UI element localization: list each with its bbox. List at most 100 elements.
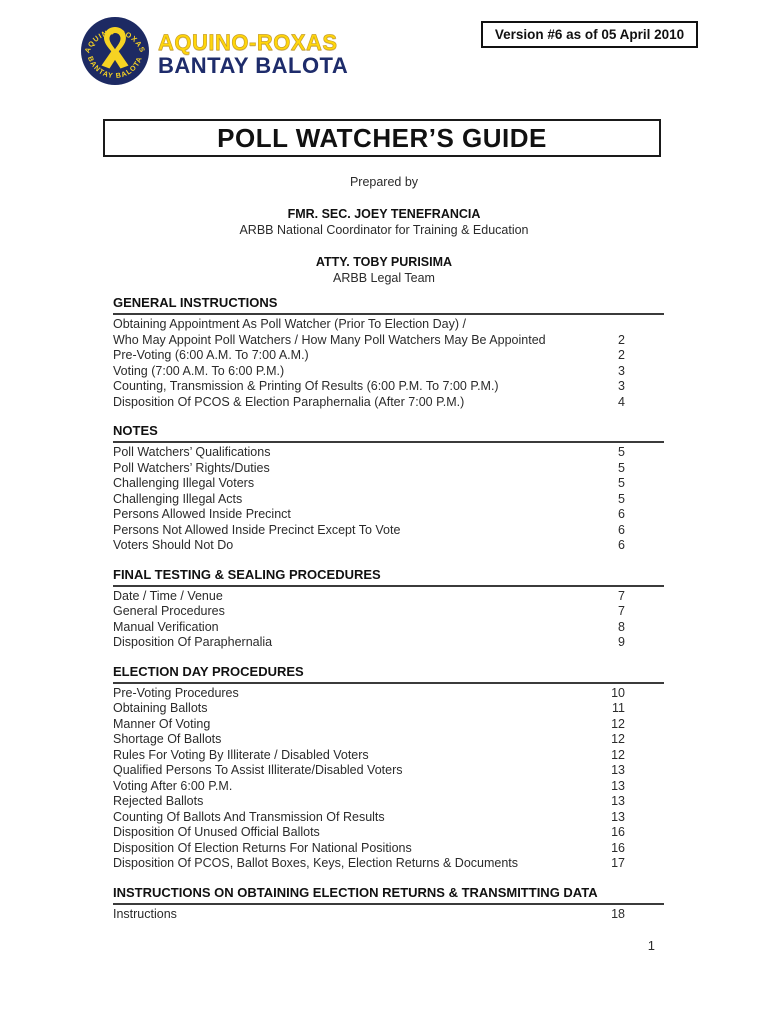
- toc-entry-page: 18: [611, 906, 625, 921]
- toc-entry-page: 6: [618, 507, 625, 521]
- prepared-by-label: Prepared by: [349, 175, 419, 189]
- toc-entry-label: General Procedures: [113, 604, 225, 618]
- toc-entry-page: 2: [618, 348, 625, 362]
- toc-entry-page: 7: [618, 588, 625, 603]
- toc-row: Obtaining Ballots 11: [113, 701, 664, 717]
- toc-entry-label: Pre-Voting Procedures: [113, 685, 239, 700]
- toc-entry-label: Disposition Of Unused Official Ballots: [113, 825, 320, 839]
- toc-entry-label: Instructions: [113, 906, 177, 921]
- toc-row: Poll Watchers’ Qualifications 5: [113, 445, 664, 461]
- toc-row: Disposition Of Unused Official Ballots 1…: [113, 825, 664, 841]
- version-box: Version #6 as of 05 April 2010: [481, 21, 698, 48]
- toc-entry-page: 12: [611, 747, 625, 762]
- toc-entry-label: Voters Should Not Do: [113, 538, 234, 552]
- toc-entry-page: 6: [618, 538, 625, 552]
- prepared-person: FMR. SEC. JOEY TENEFRANCIA ARBB National…: [0, 206, 768, 238]
- toc-row: Disposition Of PCOS & Election Paraphern…: [113, 395, 664, 411]
- toc-entry-page: 3: [618, 379, 625, 393]
- section-rule: [113, 313, 664, 315]
- section-rule: [113, 902, 664, 905]
- toc-entry-label: Disposition Of Paraphernalia: [113, 635, 273, 649]
- toc-row: Date / Time / Venue 7: [113, 589, 664, 605]
- toc-entry-page: 16: [611, 840, 625, 855]
- prepared-by-block: Prepared by FMR. SEC. JOEY TENEFRANCIA A…: [0, 174, 768, 286]
- toc-entry-label: Disposition Of PCOS & Election Paraphern…: [113, 394, 465, 409]
- toc-section: ELECTION DAY PROCEDURES Pre-Voting Proce…: [113, 664, 664, 872]
- toc-section-header: ELECTION DAY PROCEDURES: [113, 663, 304, 679]
- title-box: POLL WATCHER’S GUIDE: [103, 119, 661, 157]
- toc-row: Voting After 6:00 P.M. 13: [113, 779, 664, 795]
- section-rule: [113, 441, 664, 443]
- toc-row: Pre-Voting Procedures 10: [113, 686, 664, 702]
- toc-row: Who May Appoint Poll Watchers / How Many…: [113, 333, 664, 349]
- toc-entry-page: 6: [618, 522, 625, 537]
- toc-section-body: Obtaining Appointment As Poll Watcher (P…: [113, 317, 664, 410]
- toc-row: Manner Of Voting 12: [113, 717, 664, 733]
- version-text: Version #6 as of 05 April 2010: [494, 27, 685, 42]
- toc-entry-page: 13: [611, 763, 625, 777]
- toc-entry-label: Qualified Persons To Assist Illiterate/D…: [113, 763, 403, 777]
- toc-row: Qualified Persons To Assist Illiterate/D…: [113, 763, 664, 779]
- toc-section-header: GENERAL INSTRUCTIONS: [113, 295, 278, 310]
- page-title: POLL WATCHER’S GUIDE: [217, 122, 547, 153]
- toc-entry-label: Voting After 6:00 P.M.: [113, 778, 233, 793]
- toc-entry-page: 12: [611, 716, 625, 731]
- toc-row: Shortage Of Ballots 12: [113, 732, 664, 748]
- toc-entry-label: Voting (7:00 A.M. To 6:00 P.M.): [113, 363, 285, 378]
- toc-row: Disposition Of PCOS, Ballot Boxes, Keys,…: [113, 856, 664, 872]
- section-rule: [113, 584, 664, 587]
- toc-row: Pre-Voting (6:00 A.M. To 7:00 A.M.) 2: [113, 348, 664, 364]
- toc-row: Obtaining Appointment As Poll Watcher (P…: [113, 317, 664, 333]
- toc-entry-page: 17: [611, 856, 625, 870]
- toc-section-header: INSTRUCTIONS ON OBTAINING ELECTION RETUR…: [113, 884, 598, 900]
- ribbon-icon: [101, 27, 129, 69]
- toc-entry-label: Pre-Voting (6:00 A.M. To 7:00 A.M.): [113, 348, 309, 362]
- toc-row: Challenging Illegal Voters 5: [113, 476, 664, 492]
- toc-entry-page: 11: [612, 701, 625, 715]
- toc-row: Disposition Of Paraphernalia 9: [113, 635, 664, 651]
- toc-entry-page: 16: [611, 825, 625, 839]
- toc-section-body: Date / Time / Venue 7 General Procedures…: [113, 589, 664, 651]
- toc-section: NOTES Poll Watchers’ Qualifications 5 Po…: [113, 423, 664, 554]
- toc: GENERAL INSTRUCTIONS Obtaining Appointme…: [113, 295, 664, 935]
- bantay-balota-seal: AQUINO-ROXAS BANTAY BALOTA: [80, 16, 150, 86]
- toc-row: Manual Verification 8: [113, 620, 664, 636]
- toc-entry-label: Rejected Ballots: [113, 794, 204, 808]
- toc-entry-label: Manner Of Voting: [113, 716, 211, 731]
- person-name: ATTY. TOBY PURISIMA: [315, 255, 453, 269]
- toc-entry-label: Persons Not Allowed Inside Precinct Exce…: [113, 522, 401, 537]
- toc-entry-label: Counting Of Ballots And Transmission Of …: [113, 809, 385, 824]
- toc-entry-label: Poll Watchers’ Rights/Duties: [113, 460, 270, 475]
- toc-row: Persons Allowed Inside Precinct 6: [113, 507, 664, 523]
- toc-row: Counting, Transmission & Printing Of Res…: [113, 379, 664, 395]
- toc-section: INSTRUCTIONS ON OBTAINING ELECTION RETUR…: [113, 885, 664, 923]
- toc-row: Challenging Illegal Acts 5: [113, 492, 664, 508]
- wordmark-line2: BANTAY BALOTA: [158, 53, 349, 78]
- toc-entry-label: Shortage Of Ballots: [113, 732, 222, 746]
- wordmark-line1: AQUINO-ROXAS: [158, 30, 338, 55]
- toc-row: Counting Of Ballots And Transmission Of …: [113, 810, 664, 826]
- toc-entry-page: 9: [618, 635, 625, 649]
- person-name: FMR. SEC. JOEY TENEFRANCIA: [287, 207, 481, 221]
- toc-row: Rejected Ballots 13: [113, 794, 664, 810]
- toc-section-body: Pre-Voting Procedures 10 Obtaining Ballo…: [113, 686, 664, 872]
- logo-wordmark: AQUINO-ROXAS BANTAY BALOTA: [158, 30, 349, 78]
- toc-entry-label: Disposition Of PCOS, Ballot Boxes, Keys,…: [113, 856, 519, 870]
- toc-entry-page: 5: [618, 491, 625, 506]
- toc-entry-page: 5: [618, 445, 625, 459]
- toc-entry-page: 7: [618, 604, 625, 618]
- toc-entry-label: Obtaining Ballots: [113, 701, 208, 715]
- toc-entry-page: 12: [611, 732, 625, 746]
- toc-row: Voting (7:00 A.M. To 6:00 P.M.) 3: [113, 364, 664, 380]
- toc-entry-label: Challenging Illegal Acts: [113, 491, 243, 506]
- toc-entry-page: 3: [618, 363, 625, 378]
- toc-entry-page: 4: [618, 394, 625, 409]
- toc-entry-label: Poll Watchers’ Qualifications: [113, 445, 271, 459]
- toc-entry-label: Date / Time / Venue: [113, 588, 223, 603]
- section-rule: [113, 681, 664, 684]
- toc-entry-label: Manual Verification: [113, 619, 219, 634]
- person-role: ARBB National Coordinator for Training &…: [239, 223, 529, 237]
- toc-section: GENERAL INSTRUCTIONS Obtaining Appointme…: [113, 295, 664, 410]
- toc-row: Persons Not Allowed Inside Precinct Exce…: [113, 523, 664, 539]
